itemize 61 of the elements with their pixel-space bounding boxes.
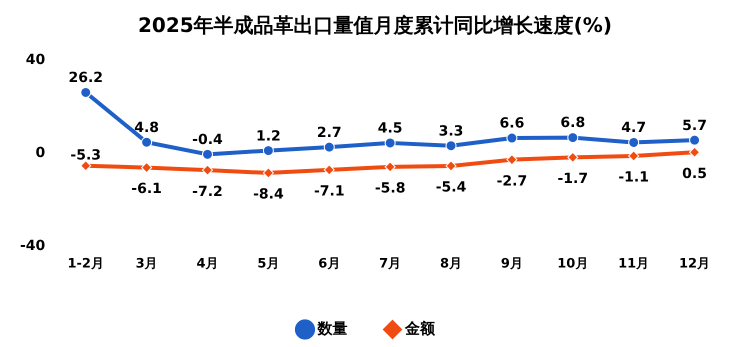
legend-label: 数量 (316, 319, 348, 338)
data-label: 4.8 (134, 120, 160, 136)
point (689, 134, 700, 146)
data-label: 0.5 (682, 166, 707, 182)
x-tick-label: 7月 (379, 256, 402, 272)
point (446, 140, 457, 152)
point (446, 160, 457, 172)
data-label: -7.1 (314, 184, 345, 200)
point (689, 146, 700, 158)
data-label: 1.2 (256, 128, 281, 144)
x-tick-label: 1-2月 (67, 256, 104, 272)
y-tick-label: 0 (36, 145, 46, 162)
point (141, 162, 152, 174)
point (506, 132, 518, 144)
x-tick-label: 12月 (679, 256, 710, 272)
point (567, 132, 578, 144)
legend-label: 金额 (404, 319, 436, 338)
data-label: 5.7 (682, 118, 707, 134)
data-label: 26.2 (68, 70, 104, 86)
point (262, 145, 274, 156)
x-tick-label: 10月 (557, 256, 588, 272)
point (567, 152, 578, 163)
data-label: 4.7 (621, 120, 646, 136)
point (324, 142, 335, 153)
point (80, 160, 92, 172)
x-tick-label: 3月 (136, 256, 158, 272)
data-label: 6.6 (500, 116, 524, 132)
point (324, 164, 335, 176)
x-tick-label: 4月 (196, 256, 219, 272)
chart-title: 2025年半成品革出口量值月度累计同比增长速度(%) (137, 12, 613, 39)
data-label: 3.3 (438, 123, 464, 140)
x-tick-label: 6月 (318, 256, 340, 272)
data-label: 2.7 (316, 124, 342, 141)
point (384, 161, 396, 172)
data-label: -5.8 (374, 180, 406, 197)
point (262, 167, 274, 178)
data-label: -7.2 (192, 184, 223, 200)
point (384, 137, 396, 148)
y-tick-label: 40 (26, 52, 46, 68)
data-label: -1.7 (557, 170, 588, 187)
data-label: 4.5 (378, 120, 403, 137)
x-tick-label: 8月 (440, 256, 462, 272)
point (141, 136, 152, 148)
x-tick-label: 11月 (618, 256, 650, 272)
x-tick-label: 9月 (500, 256, 523, 272)
data-label: -6.1 (131, 181, 162, 198)
point (506, 154, 518, 166)
point (628, 136, 640, 148)
point (202, 164, 213, 176)
data-label: -8.4 (253, 186, 284, 203)
x-tick-label: 5月 (257, 256, 280, 272)
point (80, 86, 92, 98)
data-label: -1.1 (618, 170, 649, 186)
y-tick-label: -40 (20, 238, 46, 254)
data-label: 6.8 (560, 115, 586, 132)
data-label: -5.4 (436, 180, 467, 196)
data-label: -0.4 (192, 132, 224, 148)
point (628, 150, 640, 162)
point (202, 148, 213, 160)
data-label: -2.7 (496, 173, 528, 190)
data-label: -5.3 (70, 147, 102, 164)
